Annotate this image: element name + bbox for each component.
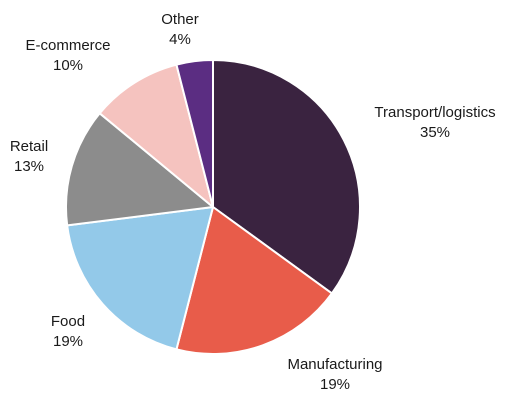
slice-value-manufacturing: 19% <box>320 376 350 393</box>
slice-value-e-commerce: 10% <box>53 57 83 74</box>
slice-label-food: Food <box>51 313 85 330</box>
pie-slice-food <box>66 206 214 351</box>
slice-label-transport-logistics: Transport/logistics <box>374 104 495 121</box>
pie-slice-transport-logistics <box>212 59 361 295</box>
slice-label-e-commerce: E-commerce <box>25 37 110 54</box>
pie-slice-other <box>175 59 214 208</box>
slice-value-retail: 13% <box>14 158 44 175</box>
slice-value-food: 19% <box>53 333 83 350</box>
pie-slice-retail <box>65 112 214 227</box>
slice-label-other: Other <box>161 11 199 28</box>
slice-value-other: 4% <box>169 31 191 48</box>
pie-slice-manufacturing <box>175 206 333 355</box>
slice-label-manufacturing: Manufacturing <box>287 356 382 373</box>
slice-value-transport-logistics: 35% <box>420 124 450 141</box>
pie-labels: Transport/logistics 35% Manufacturing 19% Fo… <box>10 11 496 393</box>
pie-slices <box>65 59 361 355</box>
slice-label-retail: Retail <box>10 138 48 155</box>
